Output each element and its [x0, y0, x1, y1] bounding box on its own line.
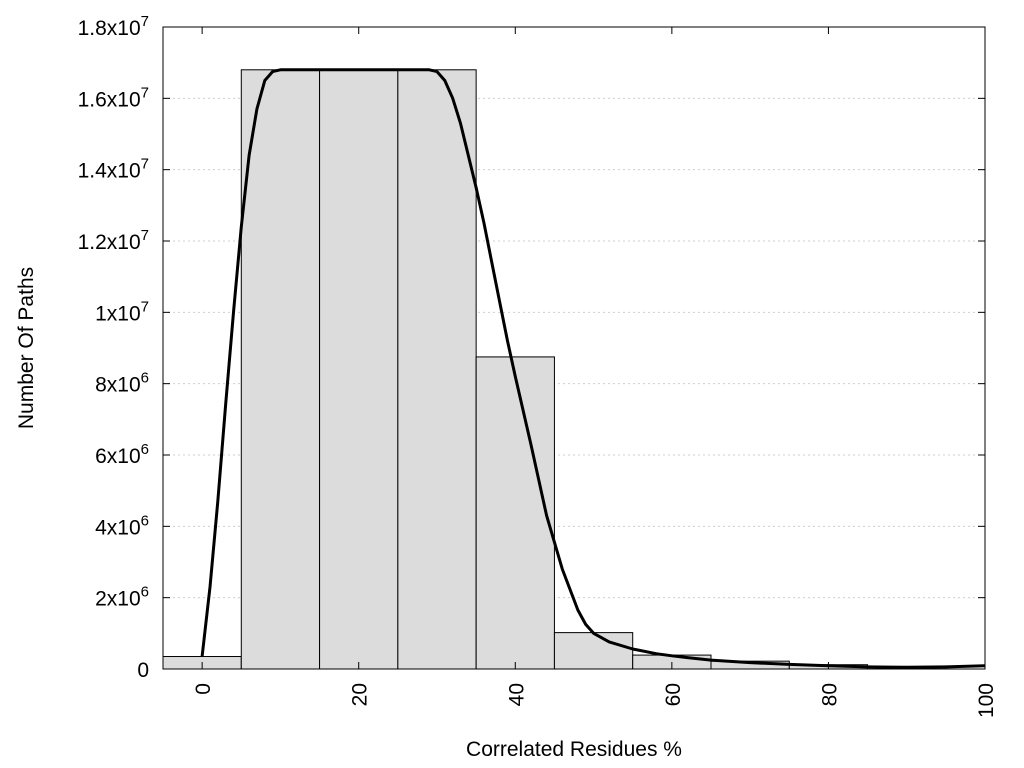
bar-2 [319, 69, 399, 670]
bar-5 [553, 632, 634, 670]
y-tick-label-2: 4x106 [95, 512, 149, 539]
bar-1 [240, 69, 321, 670]
x-tick-label-4: 80 [818, 683, 841, 706]
y-axis-label: Number Of Paths [15, 267, 38, 429]
x-tick-label-2: 40 [505, 683, 528, 706]
y-tick-label-9: 1.8x107 [78, 13, 149, 40]
y-tick-label-5: 1x107 [95, 298, 149, 325]
x-axis-ticks: 0 20 40 60 80 100 [192, 27, 998, 718]
x-tick-label-5: 100 [975, 683, 998, 718]
x-tick-label-0: 0 [192, 683, 215, 695]
fit-curve [200, 68, 986, 669]
y-tick-label-0: 0 [137, 659, 149, 682]
y-tick-label-7: 1.4x107 [78, 156, 149, 183]
y-tick-label-4: 8x106 [95, 370, 149, 397]
x-tick-label-3: 60 [662, 683, 685, 706]
bar-4 [475, 356, 555, 670]
bar-3 [397, 69, 477, 670]
x-tick-label-1: 20 [349, 683, 372, 706]
plot-frame [162, 26, 986, 670]
x-axis-label: Correlated Residues % [466, 738, 682, 761]
y-tick-label-8: 1.6x107 [78, 84, 149, 111]
y-tick-label-1: 2x106 [95, 584, 149, 611]
y-tick-label-3: 6x106 [95, 441, 149, 468]
y-tick-label-6: 1.2x107 [78, 227, 149, 254]
y-axis-ticks: 0 2x106 4x106 6x106 8x106 1x107 1.2x107 1.4x107… [78, 13, 985, 682]
histogram-bars [162, 69, 947, 670]
